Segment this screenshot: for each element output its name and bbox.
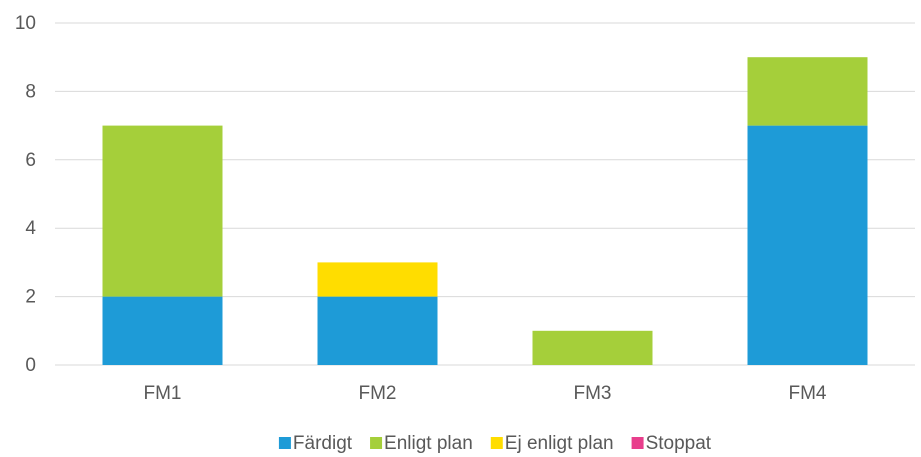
y-tick-label: 10 bbox=[15, 13, 36, 34]
bar-segment bbox=[102, 296, 223, 365]
bar-segment bbox=[532, 330, 653, 365]
legend-label: Ej enligt plan bbox=[505, 433, 614, 454]
bar-segment bbox=[747, 125, 868, 365]
legend-label: Enligt plan bbox=[384, 433, 473, 454]
x-tick-label: FM4 bbox=[789, 383, 827, 404]
legend-swatch bbox=[370, 437, 383, 449]
legend-swatch bbox=[490, 437, 503, 449]
bar-segment bbox=[317, 296, 438, 365]
legend-swatch bbox=[631, 437, 644, 449]
y-tick-label: 4 bbox=[25, 218, 36, 239]
x-tick-label: FM3 bbox=[574, 383, 612, 404]
y-tick-label: 6 bbox=[25, 150, 36, 171]
x-tick-label: FM2 bbox=[359, 383, 397, 404]
legend-swatch bbox=[278, 437, 291, 449]
bar-segment bbox=[747, 57, 868, 126]
legend-label: Färdigt bbox=[293, 433, 353, 454]
legend-label: Stoppat bbox=[646, 433, 712, 454]
x-tick-label: FM1 bbox=[144, 383, 182, 404]
y-tick-label: 8 bbox=[25, 81, 36, 102]
y-tick-label: 2 bbox=[25, 287, 36, 308]
y-tick-label: 0 bbox=[25, 355, 36, 376]
bar-segment bbox=[317, 262, 438, 297]
bar-segment bbox=[102, 125, 223, 297]
